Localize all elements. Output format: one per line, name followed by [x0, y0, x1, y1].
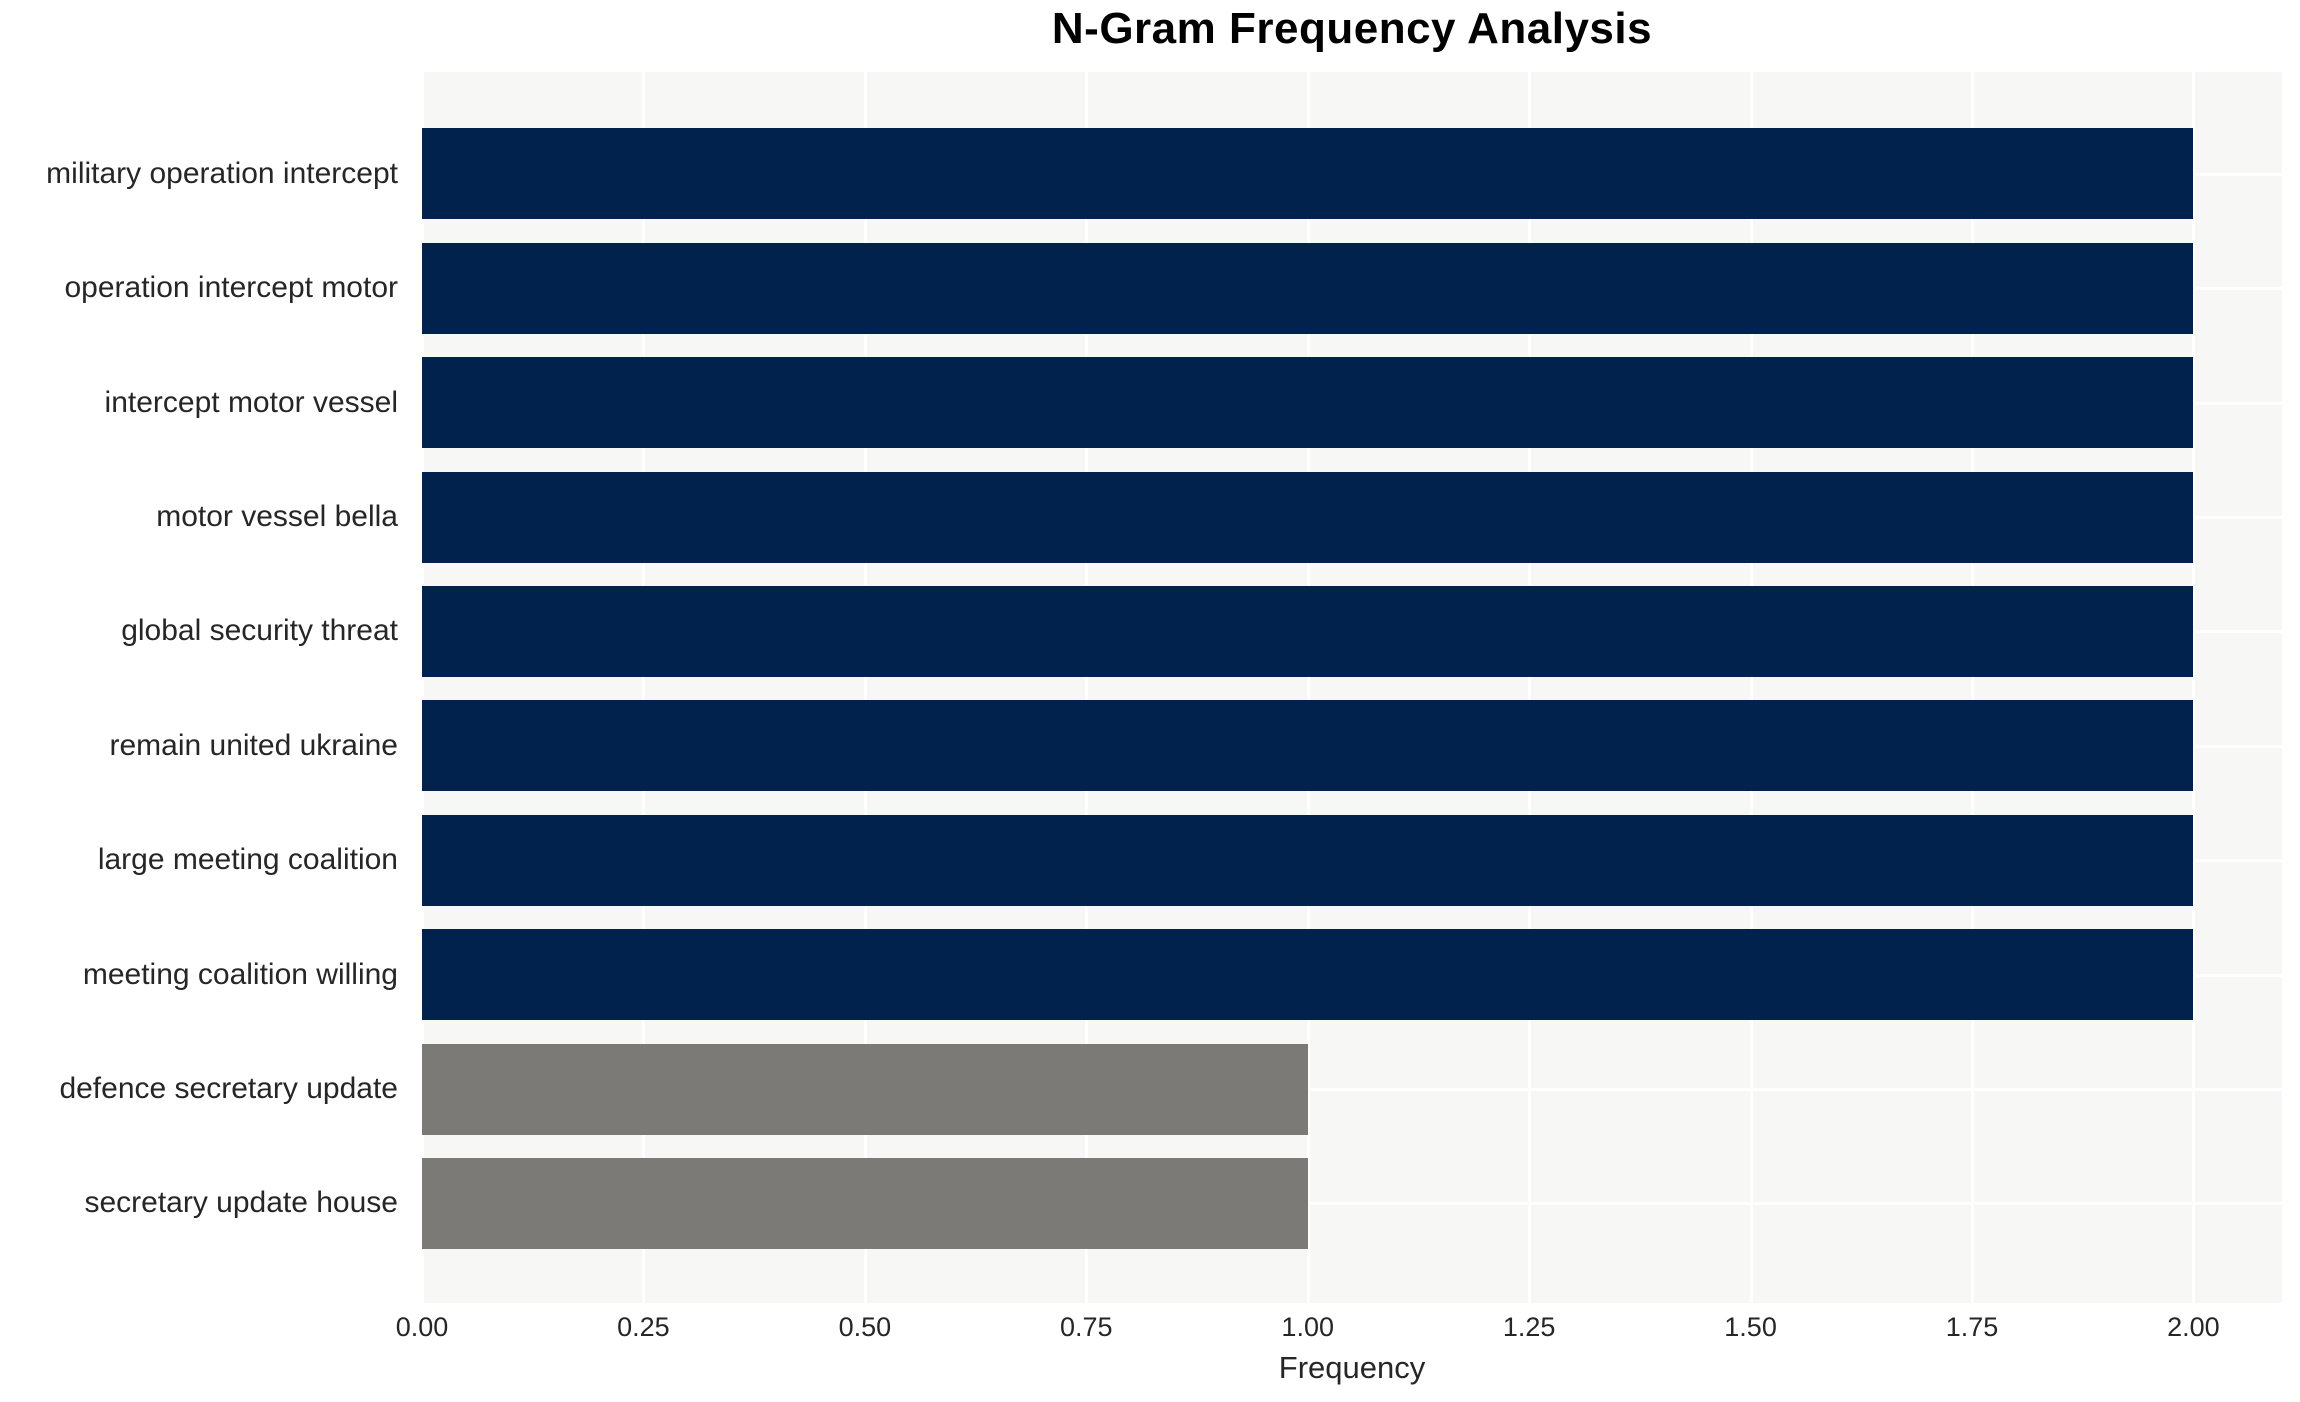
- x-tick-label: 1.50: [1724, 1312, 1777, 1342]
- x-axis-ticks: 0.00 0.25 0.50 0.75 1.00 1.25 1.50 1.75 2.00: [0, 1312, 2300, 1352]
- x-tick-label: 2.00: [2167, 1312, 2220, 1342]
- chart-title: N-Gram Frequency Analysis: [1051, 4, 1653, 53]
- bar: [422, 471, 2194, 563]
- x-tick-label: 0.75: [1060, 1312, 1113, 1342]
- y-tick-label: secretary update house: [84, 1186, 398, 1220]
- bar: [422, 128, 2194, 220]
- gridline-vertical: [642, 72, 646, 1303]
- bar: [422, 585, 2194, 677]
- bar: [422, 700, 2194, 792]
- bar: [422, 814, 2194, 906]
- bar: [422, 357, 2194, 449]
- plot-area: [421, 72, 2282, 1303]
- x-tick-label: 0.00: [395, 1312, 449, 1342]
- x-tick-label: 0.25: [617, 1312, 670, 1342]
- bar: [422, 1157, 1308, 1249]
- y-tick-label: operation intercept motor: [64, 271, 398, 305]
- gridline-horizontal: [422, 1202, 2282, 1206]
- gridline-vertical: [863, 72, 867, 1303]
- bar: [422, 242, 2194, 334]
- gridline-vertical: [1528, 72, 1532, 1303]
- x-tick-label: 1.00: [1281, 1312, 1334, 1342]
- y-tick-label: military operation intercept: [46, 156, 398, 190]
- y-tick-label: meeting coalition willing: [82, 957, 398, 991]
- x-axis-label: Frequency: [1278, 1350, 1426, 1385]
- bar: [422, 929, 2194, 1021]
- gridline-vertical: [2192, 72, 2196, 1303]
- x-tick-label: 0.50: [838, 1312, 892, 1342]
- y-tick-label: large meeting coalition: [97, 843, 398, 877]
- y-tick-label: intercept motor vessel: [104, 385, 398, 419]
- y-tick-label: global security threat: [121, 614, 398, 648]
- gridline-vertical: [1085, 72, 1089, 1303]
- x-tick-label: 1.75: [1945, 1312, 1999, 1342]
- bar: [422, 1043, 1308, 1135]
- y-tick-label: defence secretary update: [59, 1072, 398, 1105]
- gridline-vertical: [1306, 72, 1310, 1303]
- y-tick-label: motor vessel bella: [156, 500, 398, 533]
- gridline-vertical: [1749, 72, 1753, 1303]
- x-tick-label: 1.25: [1502, 1312, 1556, 1342]
- y-tick-label: remain united ukraine: [109, 728, 398, 762]
- gridline-vertical: [1971, 72, 1974, 1303]
- gridline-vertical: [421, 72, 424, 1303]
- gridline-horizontal: [422, 1088, 2282, 1091]
- y-axis-labels: military operation intercept operation in…: [0, 72, 410, 1303]
